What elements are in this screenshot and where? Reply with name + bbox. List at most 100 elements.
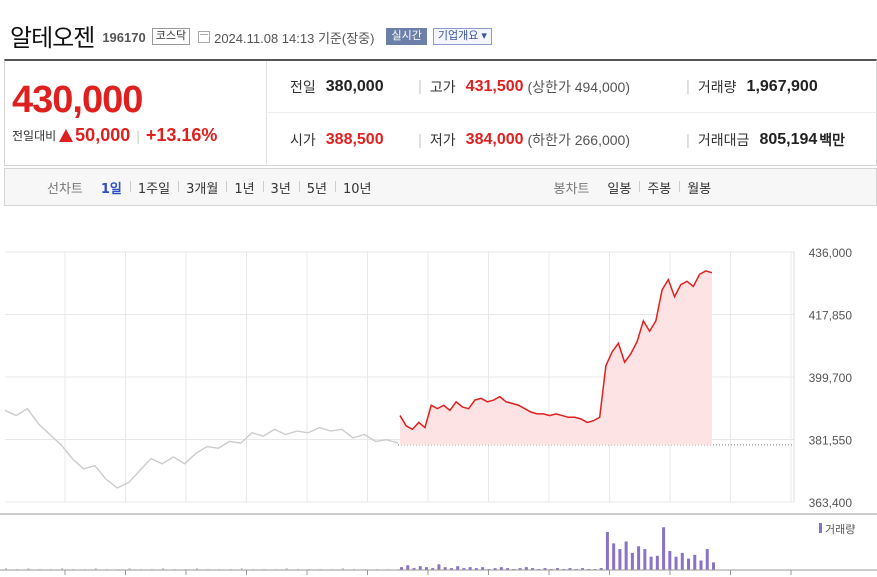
y-tick-label: 399,700	[809, 371, 853, 385]
tab-line-5[interactable]: 5년	[298, 178, 335, 197]
volume-value: 1,967,900	[746, 77, 818, 95]
volume-bar	[424, 567, 428, 570]
divider: |	[418, 78, 422, 95]
open-cell: 시가 388,500	[290, 130, 384, 150]
volume-bar	[655, 555, 659, 570]
volume-bar-prev	[27, 568, 30, 570]
candle-chart-tab-group: 일봉 주봉 월봉	[599, 178, 719, 197]
volume-bar	[687, 558, 691, 570]
high-cell: | 고가 431,500 (상한가 494,000)	[418, 77, 630, 97]
volume-bar	[506, 568, 510, 570]
volume-bar	[499, 567, 503, 570]
volume-bar	[612, 543, 616, 570]
chart-tabs: 선차트 1일 1주일 3개월 1년 3년 5년 10년 봉차트 일봉 주봉 월봉	[4, 168, 877, 206]
high-value: 431,500	[465, 77, 524, 95]
open-label: 시가	[290, 133, 316, 149]
volume-bar	[456, 566, 460, 570]
today-area	[400, 270, 712, 445]
stock-header: 알테오젠 196170 코스닥 2024.11.08 14:13 기준(장중) …	[10, 18, 492, 52]
line-chart-title: 선차트	[47, 181, 83, 197]
realtime-button[interactable]: 실시간	[386, 28, 427, 45]
low-label: 저가	[429, 133, 456, 149]
volume-bar	[493, 568, 497, 570]
y-tick-label: 417,850	[809, 309, 853, 323]
high-label: 고가	[429, 79, 456, 96]
open-value: 388,500	[325, 131, 384, 148]
volume-bar	[624, 541, 628, 570]
trade-value-label: 거래대금	[697, 133, 750, 149]
volume-bar	[568, 568, 572, 570]
volume-cell: | 거래량 1,967,900	[686, 77, 818, 97]
volume-label: 거래량	[697, 79, 737, 96]
as-of-time: 2024.11.08 14:13 기준(장중)	[214, 30, 375, 46]
volume-bar	[449, 568, 453, 570]
tab-line-1[interactable]: 1주일	[129, 178, 178, 197]
volume-bar	[618, 549, 622, 570]
company-overview-button[interactable]: 기업개요 ▾	[432, 28, 492, 45]
trade-value-cell: | 거래대금 805,194 백만	[686, 130, 845, 150]
prev-close-value: 380,000	[325, 77, 384, 95]
volume-bar	[705, 549, 709, 570]
tab-candle-1[interactable]: 주봉	[639, 178, 679, 197]
volume-bar-prev	[240, 568, 243, 570]
volume-bar	[556, 568, 559, 570]
volume-bar	[699, 560, 703, 570]
candle-chart-title: 봉차트	[553, 181, 590, 197]
volume-bar	[412, 568, 416, 570]
trade-value: 805,194	[759, 131, 818, 148]
stats-row-2: 시가 388,500 | 저가 384,000 (하한가 266,000) | …	[268, 114, 877, 166]
volume-bar-prev	[285, 568, 288, 570]
volume-bar	[680, 552, 684, 570]
y-tick-label: 381,550	[809, 434, 853, 448]
volume-bar	[418, 566, 422, 570]
tab-line-0[interactable]: 1일	[100, 181, 122, 197]
volume-bar	[462, 568, 466, 570]
market-badge: 코스닥	[151, 28, 191, 45]
volume-bar	[662, 527, 666, 570]
low-value: 384,000	[465, 131, 524, 148]
prev-close-label: 전일	[290, 79, 316, 96]
volume-legend-label: 거래량	[825, 523, 855, 536]
up-arrow-icon	[59, 129, 74, 142]
tab-line-3[interactable]: 1년	[226, 178, 262, 197]
tab-line-6[interactable]: 10년	[335, 178, 380, 197]
price-chart[interactable]: 436,000 417,850 399,700 381,550 363,400 거래량	[0, 230, 877, 577]
volume-bar	[481, 567, 485, 570]
volume-bar	[649, 556, 653, 570]
tab-candle-0[interactable]: 일봉	[607, 181, 632, 197]
line-chart-tab-group: 1일 1주일 3개월 1년 3년 5년 10년	[93, 178, 380, 197]
tab-line-2[interactable]: 3개월	[178, 178, 226, 197]
volume-bar	[474, 568, 478, 570]
volume-bar-prev	[128, 568, 131, 570]
volume-bar	[605, 532, 609, 570]
volume-bar	[543, 568, 547, 570]
volume-bar	[431, 568, 435, 570]
trade-value-unit: 백만	[819, 132, 846, 148]
volume-bar-prev	[195, 568, 198, 570]
volume-bar	[630, 552, 634, 570]
divider: |	[418, 131, 422, 149]
volume-bar	[637, 546, 641, 570]
volume-bar	[599, 568, 603, 570]
volume-bar-prev	[94, 568, 97, 570]
volume-bar	[712, 562, 715, 570]
stock-name: 알테오젠	[10, 23, 95, 52]
low-cell: | 저가 384,000 (하한가 266,000)	[418, 130, 630, 150]
tab-candle-2[interactable]: 월봉	[679, 178, 719, 197]
price-change: 전일대비 50,000 | +13.16%	[12, 125, 217, 146]
divider: |	[686, 78, 690, 95]
volume-bar	[531, 568, 535, 570]
y-tick-label: 436,000	[809, 246, 853, 260]
volume-bar	[468, 567, 472, 570]
tab-line-4[interactable]: 3년	[262, 178, 299, 197]
price-chart-svg: 436,000 417,850 399,700 381,550 363,400 거래량	[0, 246, 877, 575]
volume-legend-swatch	[819, 523, 822, 533]
lower-limit: (하한가 266,000)	[527, 132, 630, 148]
upper-limit: (상한가 494,000)	[527, 78, 630, 95]
volume-bar-prev	[61, 568, 64, 570]
volume-bar	[518, 568, 522, 570]
quote-panel: 430,000 전일대비 50,000 | +13.16% 전일 380,000…	[4, 59, 877, 166]
stock-code: 196170	[102, 29, 146, 45]
volume-bar	[443, 567, 447, 570]
volume-bar	[643, 549, 647, 570]
